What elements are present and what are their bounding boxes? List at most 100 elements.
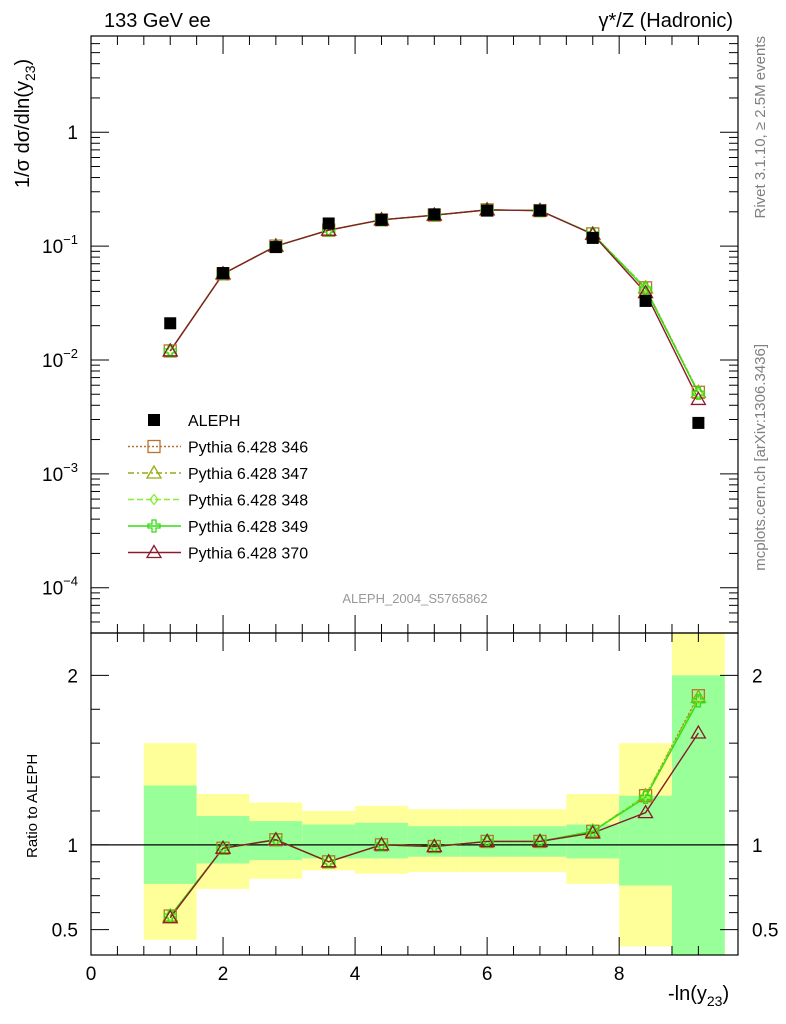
xtick-label: 8 xyxy=(614,964,625,985)
ratio-series-point xyxy=(426,838,443,853)
main-series-point xyxy=(640,281,651,294)
main-ytick-label: 10−3 xyxy=(42,460,78,486)
legend-marker xyxy=(147,439,161,454)
ratio-ylabel: Ratio to ALEPH xyxy=(24,754,41,858)
ratio-series-point xyxy=(690,689,707,704)
ratio-series-point xyxy=(638,790,653,805)
legend-label: Pythia 6.428 370 xyxy=(188,546,308,563)
inner-band-bin xyxy=(143,785,197,884)
main-series xyxy=(162,201,707,429)
legend-label: Pythia 6.428 347 xyxy=(188,466,308,483)
main-ytick-label: 10−1 xyxy=(42,232,78,258)
main-ytick-label: 10−4 xyxy=(42,574,78,600)
rivet-label: Rivet 3.1.10, ≥ 2.5M events xyxy=(752,36,769,219)
ratio-series-point xyxy=(533,834,547,849)
legend-label: Pythia 6.428 348 xyxy=(188,493,308,510)
ratio-frame xyxy=(90,632,739,956)
ratio-series-point xyxy=(531,833,549,848)
ratio-series-point xyxy=(637,804,654,819)
xtick-label: 4 xyxy=(350,964,361,985)
main-series-line xyxy=(169,209,700,393)
main-ylabel: 1/σ dσ/dln(y23) xyxy=(12,59,38,188)
ratio-ytick-label-right: 2 xyxy=(752,666,763,687)
process-label: γ*/Z (Hadronic) xyxy=(599,10,733,32)
ratio-series-point xyxy=(320,853,337,868)
main-ytick-label: 10−2 xyxy=(42,346,78,372)
ratio-series xyxy=(162,689,707,924)
ratio-series-point xyxy=(214,839,232,854)
inner-band-bin xyxy=(302,824,356,859)
mcplots-label: mcplots.cern.ch [arXiv:1306.3436] xyxy=(752,344,769,571)
legend-entry: Pythia 6.428 347 xyxy=(128,464,308,483)
ratio-ytick-label-right: 0.5 xyxy=(752,921,778,942)
legend-entry: Pythia 6.428 346 xyxy=(128,440,308,457)
ratio-series-point xyxy=(373,836,390,851)
ratio-ytick-label: 1 xyxy=(67,836,78,857)
ratio-series-point xyxy=(322,855,336,869)
ratio-series-point xyxy=(216,841,230,855)
aleph-data-point xyxy=(164,317,177,330)
energy-label: 133 GeV ee xyxy=(104,10,211,32)
main-series-line xyxy=(169,209,700,394)
main-series-point xyxy=(690,391,707,406)
ratio-ytick-label: 2 xyxy=(67,666,78,687)
ratio-ytick-label: 0.5 xyxy=(52,921,78,942)
aleph-data-point xyxy=(428,208,441,221)
ratio-series-point xyxy=(693,693,704,706)
ratio-series-point xyxy=(584,824,601,839)
aleph-data-point xyxy=(269,241,282,254)
inner-band-bin xyxy=(671,675,725,955)
main-axes: 10−4 10−3 10−2 10−1 1 xyxy=(42,35,739,634)
main-frame xyxy=(90,35,739,634)
aleph-data-point xyxy=(375,213,388,226)
main-series-point xyxy=(162,342,179,357)
analysis-label: ALEPH_2004_S5765862 xyxy=(342,591,487,606)
legend-marker xyxy=(147,519,161,533)
legend-label: ALEPH xyxy=(188,413,240,430)
aleph-data-point xyxy=(481,204,494,217)
xtick-label: 6 xyxy=(482,964,493,985)
aleph-data-point xyxy=(322,217,335,230)
legend-entry: Pythia 6.428 349 xyxy=(128,519,308,536)
ratio-series-point xyxy=(640,789,651,802)
legend-marker xyxy=(149,493,159,506)
aleph-data-point xyxy=(533,204,546,217)
xlabel: -ln(y23) xyxy=(668,983,729,1009)
main-series-line xyxy=(169,209,700,393)
aleph-data-point xyxy=(692,416,705,429)
inner-band-bin xyxy=(566,824,620,859)
aleph-data-point xyxy=(217,267,230,280)
ratio-series-point xyxy=(480,834,494,849)
ratio-series-point xyxy=(267,831,284,846)
xtick-label: 0 xyxy=(86,964,97,985)
aleph-data-point xyxy=(586,231,599,244)
legend: ALEPH Pythia 6.428 346 Pythia 6.428 347 Pyt… xyxy=(128,413,308,563)
ratio-axes: 0 2 4 6 8 0.5 0.5 1 1 2 2 xyxy=(52,632,778,985)
legend-entry: ALEPH xyxy=(148,413,240,430)
legend-marker xyxy=(145,464,163,479)
main-series-point xyxy=(163,344,177,358)
legend-label: Pythia 6.428 349 xyxy=(188,519,308,536)
main-series-line xyxy=(169,209,700,394)
ratio-series-point xyxy=(427,839,441,854)
legend-entry: Pythia 6.428 370 xyxy=(128,544,308,563)
legend-label: Pythia 6.428 346 xyxy=(188,440,308,457)
main-series-point xyxy=(691,386,706,400)
ratio-series-point xyxy=(478,833,496,848)
main-series-line xyxy=(169,209,700,400)
ratio-series-point xyxy=(691,694,706,708)
main-ytick-label: 1 xyxy=(67,123,78,144)
ratio-bands xyxy=(143,633,725,955)
ratio-series-point xyxy=(162,909,179,924)
legend-marker xyxy=(145,544,163,559)
aleph-data-point xyxy=(639,294,652,307)
svg-text:1/σ dσ/dln(y23): 1/σ dσ/dln(y23) xyxy=(12,59,38,188)
inner-band-bin xyxy=(196,816,250,864)
inner-band-bin xyxy=(619,795,672,886)
inner-band-bin xyxy=(249,821,303,861)
ratio-series-point xyxy=(374,838,389,852)
ratio-ytick-label-right: 1 xyxy=(752,836,763,857)
xtick-label: 2 xyxy=(218,964,229,985)
ratio-series-point xyxy=(269,833,283,847)
